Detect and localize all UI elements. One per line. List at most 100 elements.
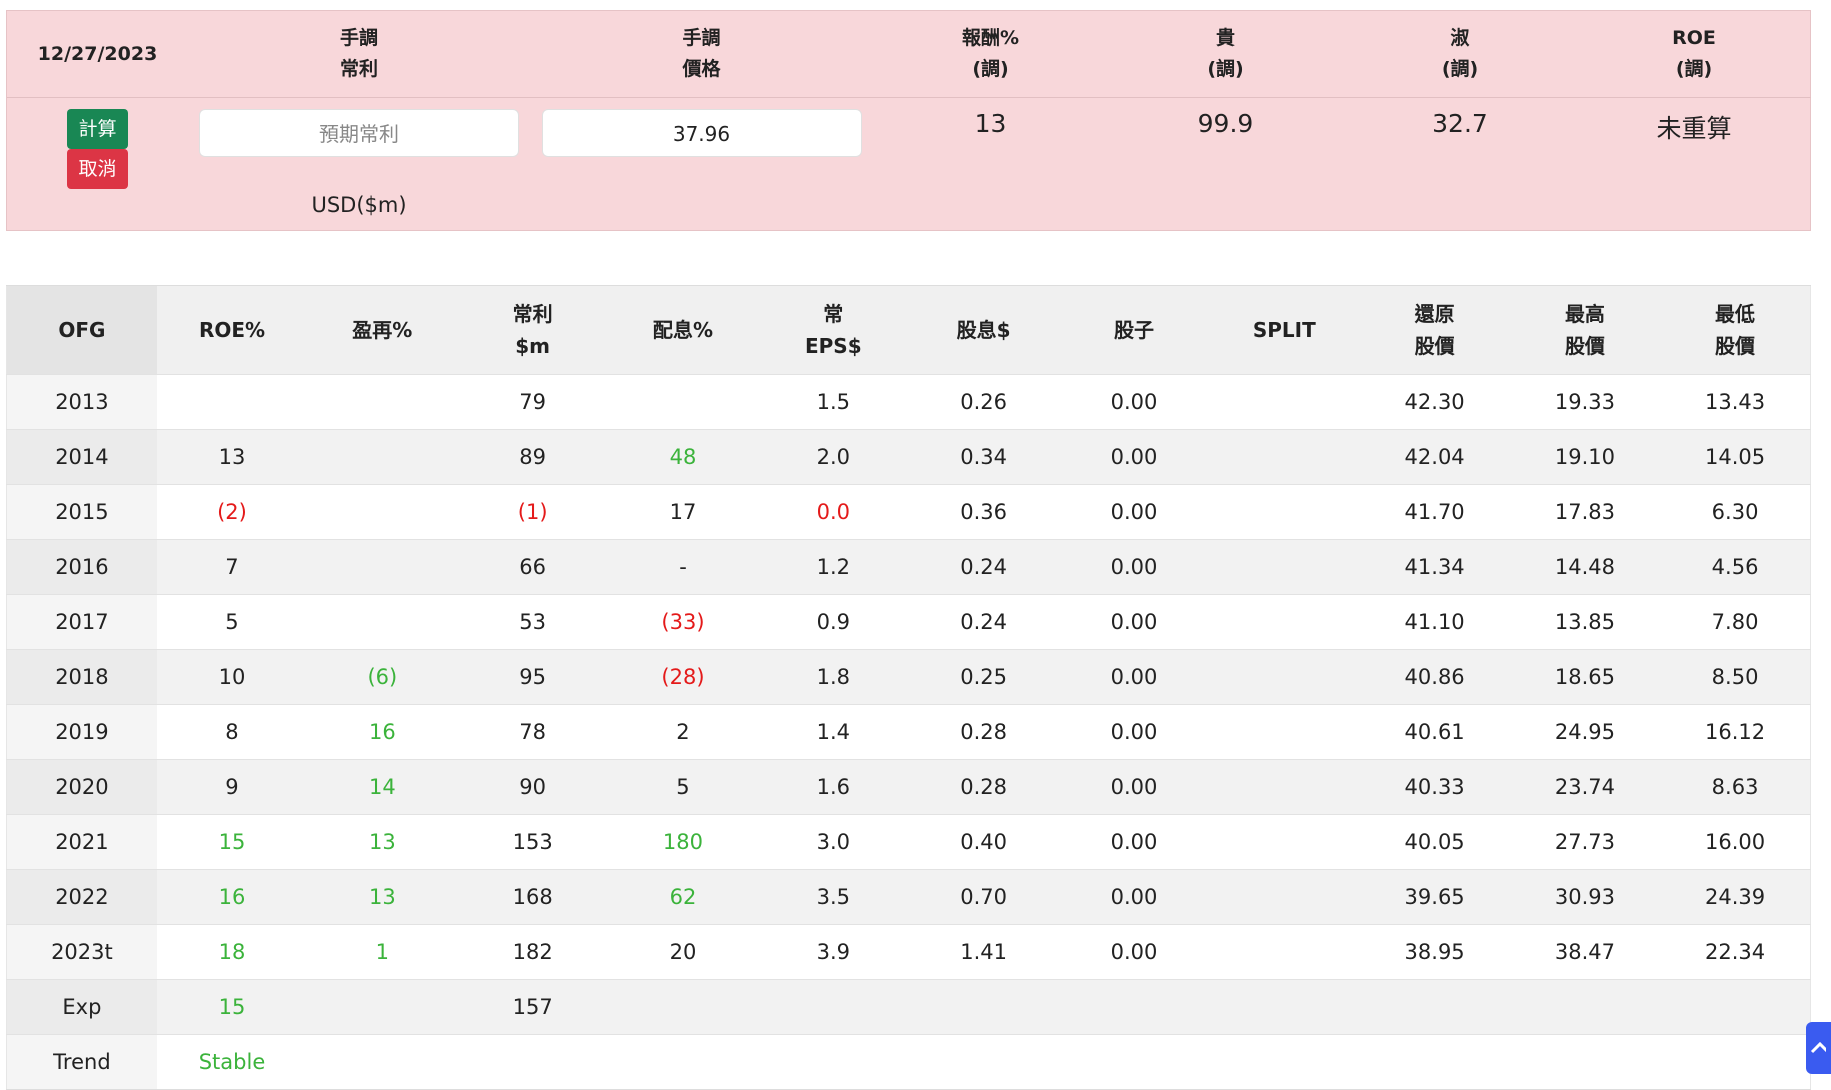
table-cell: 6.30 xyxy=(1660,484,1811,540)
row-label: 2014 xyxy=(6,429,157,485)
calculator-table: 12/27/2023 手調 常利 手調 價格 報酬% (調) 貴 (調) 淑 (調) ROE (調) … xyxy=(7,11,1811,218)
calc-button[interactable]: 計算 xyxy=(67,109,128,149)
header-line: 配息% xyxy=(652,318,713,342)
table-cell: 0.0 xyxy=(758,484,909,540)
panel-header: 手調 價格 xyxy=(530,11,873,98)
table-cell: 8.50 xyxy=(1660,649,1811,705)
table-cell: 0.00 xyxy=(1058,649,1210,705)
table-cell: 41.70 xyxy=(1359,484,1510,540)
header-line: 常 xyxy=(823,302,844,326)
empty-cell xyxy=(1209,374,1360,430)
header-line: 價格 xyxy=(682,58,721,80)
table-cell: 95 xyxy=(457,649,608,705)
empty-cell xyxy=(1209,594,1360,650)
panel-header: ROE (調) xyxy=(1577,11,1811,98)
table-cell: 53 xyxy=(457,594,608,650)
table-cell: 14.48 xyxy=(1509,539,1661,595)
empty-cell xyxy=(1058,979,1210,1035)
row-label: 2020 xyxy=(6,759,157,815)
table-cell: 0.24 xyxy=(908,539,1059,595)
column-header: OFG xyxy=(6,285,157,375)
header-line: ROE% xyxy=(198,318,266,342)
table-cell: 38.95 xyxy=(1359,924,1510,980)
column-header: 最低 股價 xyxy=(1660,285,1811,375)
header-line: (調) xyxy=(1207,58,1244,80)
empty-cell xyxy=(1359,979,1510,1035)
table-cell: 40.05 xyxy=(1359,814,1510,870)
table-cell: 13 xyxy=(307,869,458,925)
empty-cell xyxy=(1509,979,1661,1035)
panel-body-row: 計算 取消 預期常利 USD($m) 37.96 13 99.9 32.7 未重… xyxy=(7,98,1811,219)
table-row: 2022 16 13 168 62 3.5 0.70 0.00 39.65 30.93 24.39 xyxy=(6,869,1811,925)
scroll-top-button[interactable] xyxy=(1806,1022,1831,1074)
table-cell: 24.95 xyxy=(1509,704,1661,760)
table-cell: 0.28 xyxy=(908,759,1059,815)
table-cell: 42.30 xyxy=(1359,374,1510,430)
empty-cell xyxy=(908,979,1059,1035)
table-cell: (33) xyxy=(607,594,759,650)
table-cell: 7 xyxy=(156,539,308,595)
column-header: ROE% xyxy=(156,285,308,375)
empty-cell xyxy=(457,1034,608,1090)
column-header: 常利 $m xyxy=(457,285,608,375)
table-cell: 10 xyxy=(156,649,308,705)
empty-cell xyxy=(758,1034,909,1090)
table-cell: 2 xyxy=(607,704,759,760)
row-label: 2022 xyxy=(6,869,157,925)
table-cell: 19.10 xyxy=(1509,429,1661,485)
table-cell: 0.28 xyxy=(908,704,1059,760)
empty-cell xyxy=(1209,704,1360,760)
arrow-icon xyxy=(1810,1041,1830,1054)
row-label: Trend xyxy=(6,1034,157,1090)
panel-header: 淑 (調) xyxy=(1343,11,1577,98)
table-cell: 16 xyxy=(307,704,458,760)
table-cell: 0.00 xyxy=(1058,759,1210,815)
empty-cell xyxy=(307,484,458,540)
price-input[interactable]: 37.96 xyxy=(541,109,862,157)
header-line: ROE xyxy=(1672,27,1716,49)
empty-cell xyxy=(758,979,909,1035)
header-line: 常利 xyxy=(339,58,378,80)
table-cell: 0.36 xyxy=(908,484,1059,540)
table-cell: 157 xyxy=(457,979,608,1035)
empty-cell xyxy=(1209,814,1360,870)
table-cell: 153 xyxy=(457,814,608,870)
header-line: 淑 xyxy=(1450,27,1470,49)
table-cell: 0.25 xyxy=(908,649,1059,705)
table-row: Exp 15 157 xyxy=(6,979,1811,1035)
empty-cell xyxy=(307,1034,458,1090)
header-line: EPS$ xyxy=(804,334,862,358)
header-line: 貴 xyxy=(1215,27,1235,49)
column-header: SPLIT xyxy=(1209,285,1360,375)
table-cell: 1 xyxy=(307,924,458,980)
table-cell: Stable xyxy=(156,1034,308,1090)
row-label: 2017 xyxy=(6,594,157,650)
header-line: (調) xyxy=(1441,58,1479,80)
date: 12/27/2023 xyxy=(7,11,188,98)
row-label: Exp xyxy=(6,979,157,1035)
row-label: 2023t xyxy=(6,924,157,980)
table-cell: 14 xyxy=(307,759,458,815)
table-cell: 168 xyxy=(457,869,608,925)
table-row: Trend Stable xyxy=(6,1034,1811,1090)
header-line: 手調 xyxy=(682,27,721,49)
header-line: 股價 xyxy=(1564,334,1605,358)
table-cell: 1.5 xyxy=(758,374,909,430)
empty-cell xyxy=(1209,484,1360,540)
table-cell: 0.00 xyxy=(1058,869,1210,925)
table-cell: 18.65 xyxy=(1509,649,1661,705)
table-cell: 41.34 xyxy=(1359,539,1510,595)
profit-input[interactable]: 預期常利 xyxy=(199,109,519,157)
cancel-button[interactable]: 取消 xyxy=(67,149,128,189)
empty-cell xyxy=(607,374,759,430)
header-line: 盈再% xyxy=(352,318,413,342)
panel-header-row: 12/27/2023 手調 常利 手調 價格 報酬% (調) 貴 (調) 淑 (調) ROE (調) xyxy=(7,11,1811,98)
result: 13 xyxy=(974,109,1007,138)
header-line: 報酬% xyxy=(961,27,1020,49)
empty-cell xyxy=(1509,1034,1661,1090)
table-cell: 0.34 xyxy=(908,429,1059,485)
history-table: OFG ROE% 盈再% 常利 $m 配息% 常 EPS$ 股息$ 股子 SPLIT 還原 股價 最高 股價… xyxy=(6,285,1811,1090)
table-cell: 39.65 xyxy=(1359,869,1510,925)
table-cell: (1) xyxy=(457,484,608,540)
table-row: 2023t 18 1 182 20 3.9 1.41 0.00 38.95 38.47 22.34 xyxy=(6,924,1811,980)
